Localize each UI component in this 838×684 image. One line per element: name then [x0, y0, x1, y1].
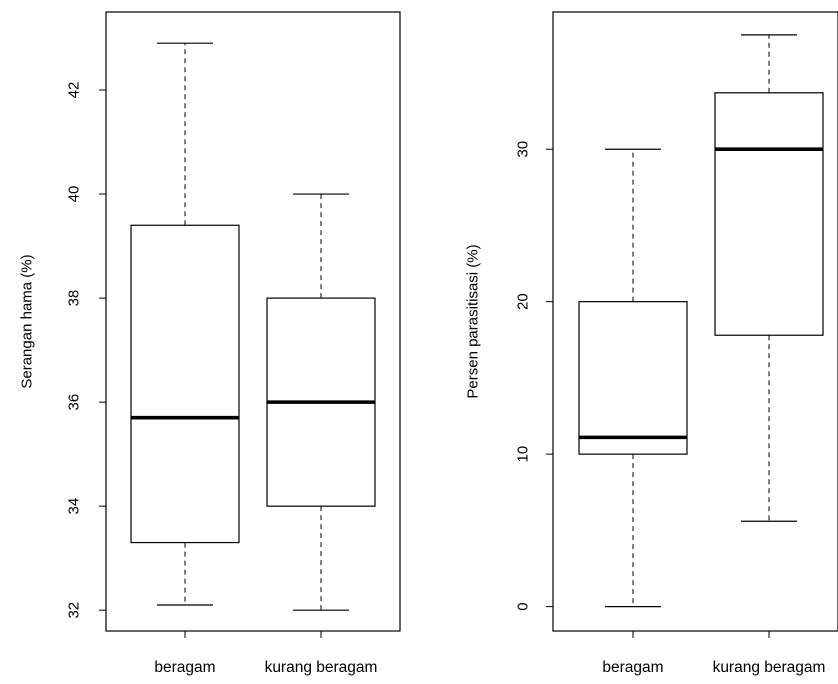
x-tick-label: kurang beragam: [713, 659, 826, 676]
panel-persen-parasitisasi: 0 10 20 30 Persen parasitisasi (%) beragam kur…: [465, 12, 838, 676]
y-tick-label: 20: [515, 293, 532, 310]
y-tick-label: 42: [66, 82, 83, 99]
y-tick-label: 30: [515, 141, 532, 158]
y-axis-title: Serangan hama (%): [19, 254, 36, 388]
y-tick-label: 34: [66, 498, 83, 515]
box-iqr: [579, 302, 687, 454]
x-tick-label: kurang beragam: [265, 659, 378, 676]
x-tick-label: beragam: [154, 659, 215, 676]
y-tick-label: 10: [515, 446, 532, 463]
y-axis-title: Persen parasitisasi (%): [465, 244, 482, 398]
box-iqr: [131, 225, 239, 542]
y-tick-label: 0: [515, 602, 532, 610]
y-tick-label: 36: [66, 394, 83, 411]
box-iqr: [715, 93, 823, 335]
y-tick-label: 40: [66, 186, 83, 203]
panel-serangan-hama: 32 34 36 38 40 42 Serangan hama (%) beragam kura…: [19, 12, 401, 676]
y-tick-label: 32: [66, 602, 83, 619]
y-tick-label: 38: [66, 290, 83, 307]
x-tick-label: beragam: [602, 659, 663, 676]
